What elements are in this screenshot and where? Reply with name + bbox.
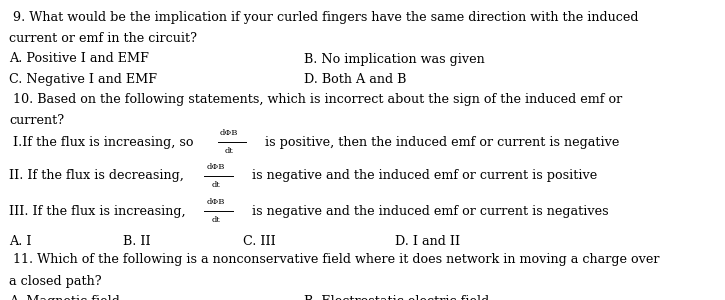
Text: current?: current?: [9, 114, 65, 127]
Text: dΦB: dΦB: [207, 198, 225, 206]
Text: dΦB: dΦB: [207, 163, 225, 171]
Text: is positive, then the induced emf or current is negative: is positive, then the induced emf or cur…: [261, 136, 619, 148]
Text: D. I and II: D. I and II: [395, 235, 460, 248]
Text: A. I: A. I: [9, 235, 32, 248]
Text: dΦB: dΦB: [220, 129, 238, 137]
Text: B. No implication was given: B. No implication was given: [304, 52, 485, 65]
Text: 9. What would be the implication if your curled fingers have the same direction : 9. What would be the implication if your…: [9, 11, 639, 23]
Text: C. Negative I and EMF: C. Negative I and EMF: [9, 73, 157, 85]
Text: C. III: C. III: [243, 235, 276, 248]
Text: is negative and the induced emf or current is positive: is negative and the induced emf or curre…: [248, 169, 597, 182]
Text: A. Magnetic field: A. Magnetic field: [9, 295, 120, 300]
Text: dt: dt: [212, 181, 220, 189]
Text: B. Electrostatic electric field: B. Electrostatic electric field: [304, 295, 490, 300]
Text: is negative and the induced emf or current is negatives: is negative and the induced emf or curre…: [248, 205, 608, 218]
Text: A. Positive I and EMF: A. Positive I and EMF: [9, 52, 149, 65]
Text: D. Both A and B: D. Both A and B: [304, 73, 407, 85]
Text: 11. Which of the following is a nonconservative field where it does network in m: 11. Which of the following is a nonconse…: [9, 254, 660, 266]
Text: III. If the flux is increasing,: III. If the flux is increasing,: [9, 205, 186, 218]
Text: II. If the flux is decreasing,: II. If the flux is decreasing,: [9, 169, 184, 182]
Text: a closed path?: a closed path?: [9, 274, 102, 287]
Text: I.If the flux is increasing, so: I.If the flux is increasing, so: [9, 136, 194, 148]
Text: dt: dt: [212, 216, 220, 224]
Text: dt: dt: [225, 147, 233, 155]
Text: B. II: B. II: [123, 235, 151, 248]
Text: 10. Based on the following statements, which is incorrect about the sign of the : 10. Based on the following statements, w…: [9, 93, 623, 106]
Text: current or emf in the circuit?: current or emf in the circuit?: [9, 32, 197, 44]
